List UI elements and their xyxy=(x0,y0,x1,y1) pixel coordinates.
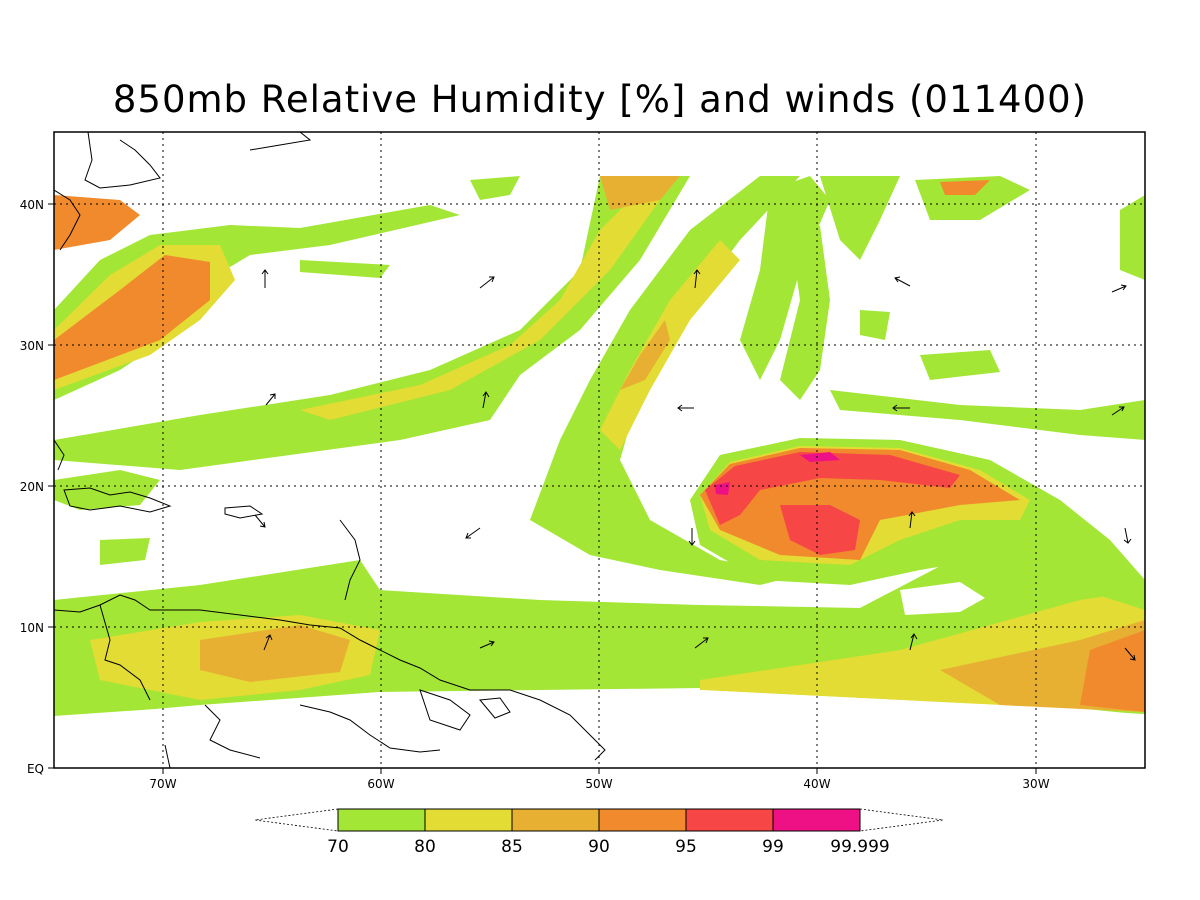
east-band-1 xyxy=(740,176,830,380)
wind-arrow xyxy=(465,527,481,539)
y-tick-label: 30N xyxy=(20,339,44,353)
east-band-2 xyxy=(780,226,830,400)
east-tropical-deep xyxy=(1080,630,1145,712)
colorbar-label: 95 xyxy=(675,837,697,857)
colorbar-label: 70 xyxy=(327,837,349,857)
y-tick-label: EQ xyxy=(27,762,44,776)
colorbar-label: 99.999 xyxy=(830,837,889,857)
wind-arrow xyxy=(1111,406,1125,416)
mid-lat-band xyxy=(180,375,520,470)
grid-lines xyxy=(54,132,1145,768)
x-tick-label: 50W xyxy=(585,777,612,791)
colorbar-swatch xyxy=(685,808,774,832)
north-band-diagonal-yellow xyxy=(300,190,660,420)
wind-arrow xyxy=(263,634,273,651)
cyclone-core-red xyxy=(780,505,860,555)
colorbar-swatch xyxy=(511,808,600,832)
cyclone-red xyxy=(705,452,960,525)
y-tick-label: 20N xyxy=(20,480,44,494)
small-patch-5 xyxy=(100,538,150,565)
x-tick-label: 70W xyxy=(149,777,176,791)
x-tick-label: 60W xyxy=(367,777,394,791)
wind-arrow xyxy=(894,276,911,287)
colorbar xyxy=(254,808,944,832)
coastlines xyxy=(54,132,606,768)
wind-arrow xyxy=(688,528,696,546)
y-tick-label: 40N xyxy=(20,198,44,212)
central-curved-band xyxy=(530,176,800,585)
tick-marks xyxy=(48,203,1037,774)
northwest-swirl-orange xyxy=(54,255,210,380)
cyclone-magenta xyxy=(715,452,840,495)
wind-arrow xyxy=(261,269,269,288)
east-band-3 xyxy=(820,176,900,260)
wind-arrow xyxy=(479,640,495,649)
colorbar-swatch xyxy=(772,808,861,832)
wind-arrow xyxy=(479,276,495,289)
colorbar-left-arrow xyxy=(254,808,339,832)
small-patch-6 xyxy=(300,260,390,278)
east-edge-band xyxy=(1120,195,1145,280)
central-band-yellow xyxy=(600,240,740,450)
wind-arrow xyxy=(1111,284,1127,293)
wind-arrow xyxy=(1124,647,1136,661)
wind-arrow xyxy=(1123,527,1132,544)
north-band-diagonal-orange xyxy=(600,176,680,210)
east-mid-band xyxy=(830,390,1145,440)
colorbar-swatch xyxy=(424,808,513,832)
wind-arrow xyxy=(482,391,490,409)
wind-arrow xyxy=(908,511,916,529)
colorbar-label: 90 xyxy=(588,837,610,857)
caribbean-band-orange xyxy=(200,625,350,682)
wind-arrow xyxy=(677,404,694,412)
wind-arrow xyxy=(265,393,276,406)
colorbar-swatch xyxy=(598,808,687,832)
map-title: 850mb Relative Humidity [%] and winds (0… xyxy=(112,78,1088,121)
x-tick-label: 30W xyxy=(1022,777,1049,791)
wind-arrow xyxy=(909,633,918,651)
colorbar-right-arrow xyxy=(859,808,944,832)
small-patch-3 xyxy=(470,176,520,200)
wind-arrows xyxy=(254,269,1136,661)
central-band-orange xyxy=(620,320,670,390)
small-patch-1 xyxy=(860,310,890,340)
colorbar-label: 80 xyxy=(414,837,436,857)
wind-arrow xyxy=(892,404,910,412)
y-tick-label: 10N xyxy=(20,621,44,635)
small-patch-2 xyxy=(920,350,1000,380)
x-tick-label: 40W xyxy=(803,777,830,791)
no-data-south xyxy=(54,690,1145,768)
wind-arrow xyxy=(694,637,709,649)
wind-arrow xyxy=(254,514,266,528)
northeast-orange xyxy=(940,180,990,195)
humidity-fields xyxy=(54,176,1145,768)
colorbar-label: 99 xyxy=(762,837,784,857)
colorbar-label: 85 xyxy=(501,837,523,857)
interior-gap xyxy=(900,582,985,615)
small-patch-4 xyxy=(54,470,160,510)
colorbar-swatch xyxy=(337,808,426,832)
wind-arrow xyxy=(693,269,701,289)
